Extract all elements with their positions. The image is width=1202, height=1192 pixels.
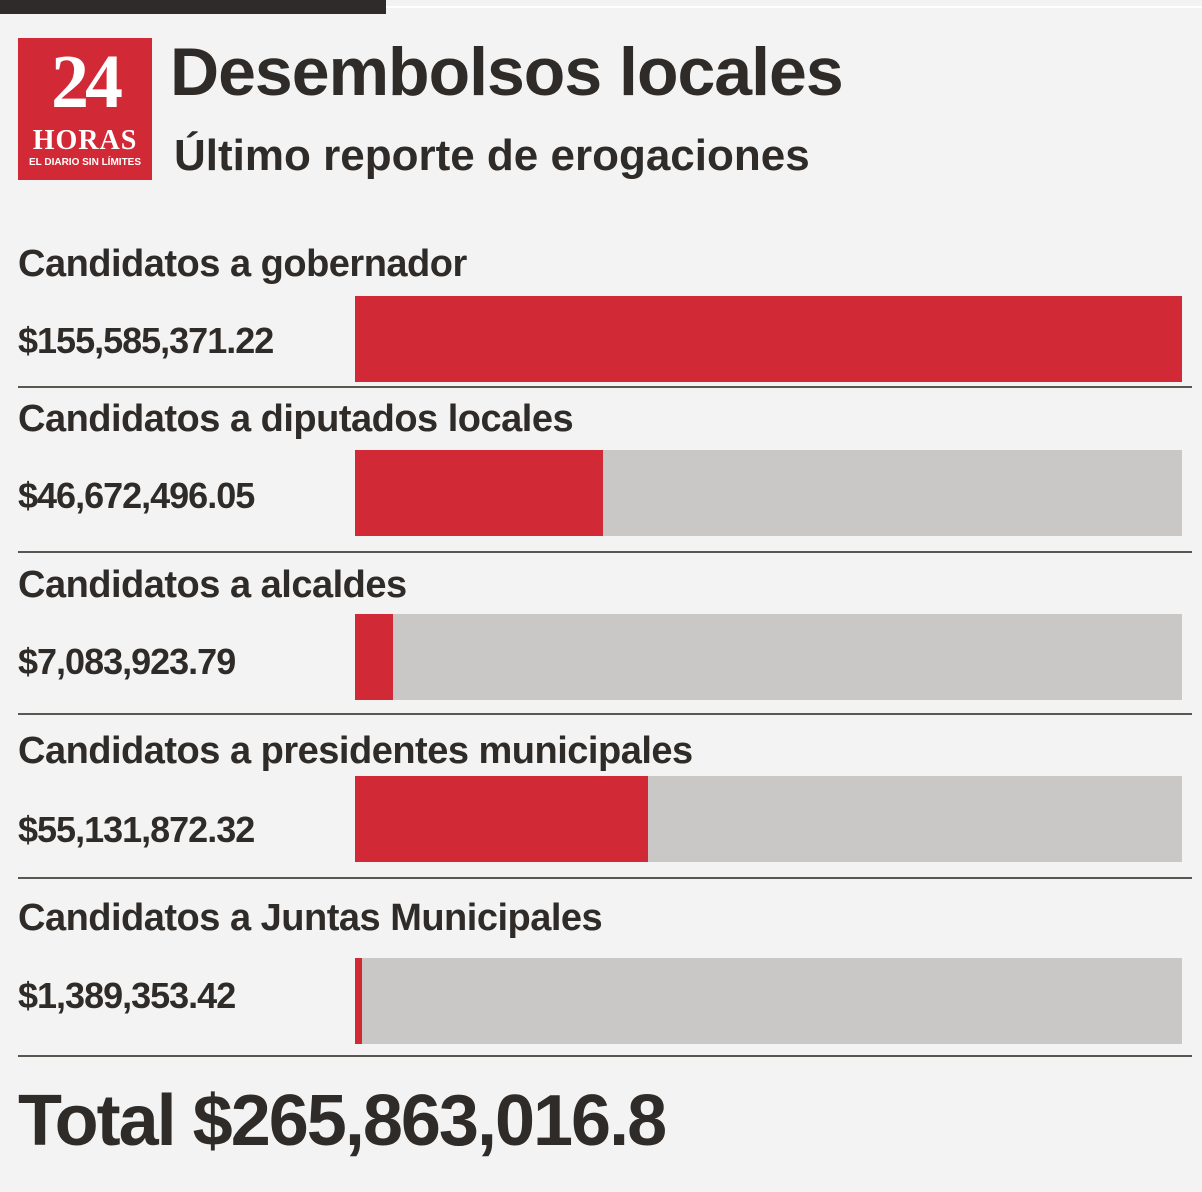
value-label: $155,585,371.22 xyxy=(18,320,274,361)
logo: 24 HORAS EL DIARIO SIN LÍMITES xyxy=(18,38,152,180)
bar-track xyxy=(355,450,1182,536)
bar xyxy=(355,614,393,700)
value-label: $46,672,496.05 xyxy=(18,475,255,516)
total-amount: Total $265,863,016.8 xyxy=(18,1081,667,1161)
value-label: $1,389,353.42 xyxy=(18,975,236,1016)
category-label: Candidatos a Juntas Municipales xyxy=(18,897,603,939)
bar-track xyxy=(355,776,1182,862)
category-label: Candidatos a diputados locales xyxy=(18,398,574,440)
divider xyxy=(18,713,1192,715)
divider xyxy=(18,551,1192,553)
bar xyxy=(355,958,363,1044)
value-label: $55,131,872.32 xyxy=(18,809,255,850)
divider xyxy=(18,1055,1192,1057)
logo-number: 24 xyxy=(51,40,123,124)
bar-track xyxy=(355,296,1182,382)
bar xyxy=(355,296,1182,382)
divider xyxy=(18,877,1192,879)
category-label: Candidatos a presidentes municipales xyxy=(18,730,693,772)
top-rule xyxy=(386,6,1202,8)
logo-tagline: EL DIARIO SIN LÍMITES xyxy=(28,157,142,168)
bar xyxy=(355,450,604,536)
page-title: Desembolsos locales xyxy=(170,34,844,110)
value-label: $7,083,923.79 xyxy=(18,641,236,682)
page-subtitle: Último reporte de erogaciones xyxy=(174,131,810,180)
divider xyxy=(18,386,1192,388)
category-label: Candidatos a gobernador xyxy=(18,243,467,285)
category-label: Candidatos a alcaldes xyxy=(18,564,407,606)
bar-track xyxy=(355,614,1182,700)
bar xyxy=(355,776,649,862)
logo-word: HORAS xyxy=(32,125,138,156)
top-accent-bar xyxy=(0,0,386,14)
bar-track xyxy=(355,958,1182,1044)
